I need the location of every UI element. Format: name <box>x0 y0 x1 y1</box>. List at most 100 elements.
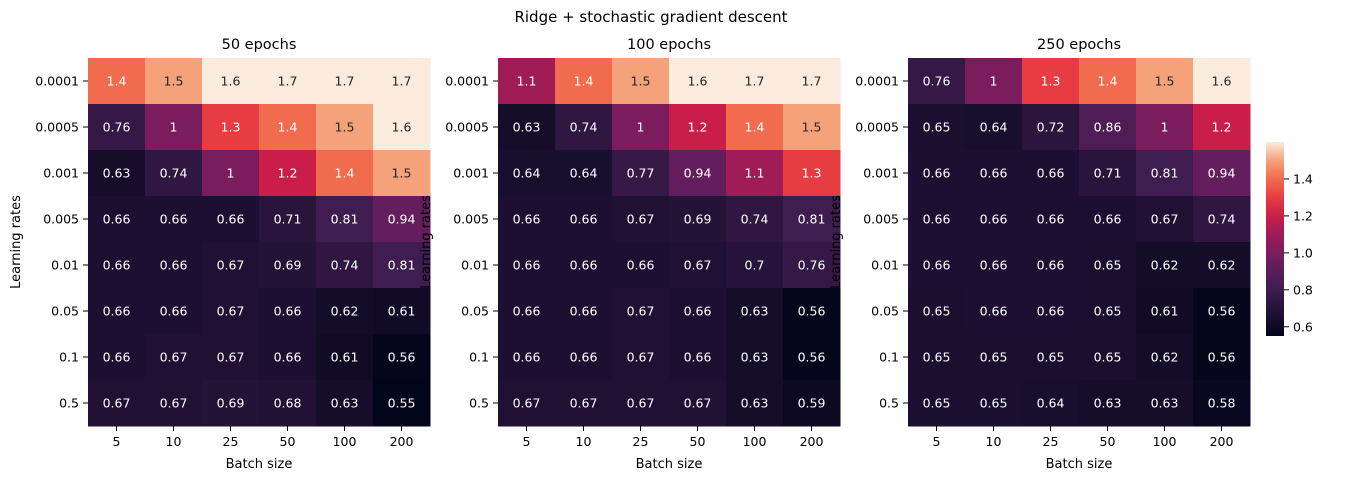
cell-value-label: 0.66 <box>1037 166 1065 181</box>
x-tick-label: 10 <box>166 434 182 449</box>
cell-value-label: 0.66 <box>980 212 1008 227</box>
cell-value-label: 0.64 <box>980 120 1008 135</box>
heatmap-cell <box>1022 334 1080 381</box>
colorbar-tick-label: 0.6 <box>1293 319 1313 334</box>
x-tick-label: 100 <box>1153 434 1177 449</box>
cell-value-label: 1 <box>1161 120 1169 135</box>
heatmap-cell <box>259 288 317 335</box>
cell-value-label: 1.2 <box>278 166 298 181</box>
y-tick-label: 0.0001 <box>855 74 899 89</box>
heatmap-cell <box>783 104 841 151</box>
heatmap-cell <box>783 334 841 381</box>
heatmap-cell <box>1193 380 1251 427</box>
heatmap-cell <box>908 380 966 427</box>
heatmap-cell <box>202 104 260 151</box>
heatmap-cell <box>908 58 966 105</box>
cell-value-label: 0.76 <box>798 258 826 273</box>
cell-value-label: 0.74 <box>741 212 769 227</box>
cell-value-label: 1.5 <box>392 166 412 181</box>
heatmap-cell <box>612 288 670 335</box>
heatmap-cell <box>669 334 727 381</box>
x-tick-label: 200 <box>800 434 824 449</box>
cell-value-label: 0.61 <box>331 350 359 365</box>
cell-value-label: 0.66 <box>1037 304 1065 319</box>
heatmap-cell <box>1079 150 1137 197</box>
cell-value-label: 0.67 <box>160 396 188 411</box>
heatmap-cell <box>202 334 260 381</box>
y-tick-label: 0.05 <box>51 304 79 319</box>
y-tick-label: 0.01 <box>461 258 489 273</box>
cell-value-label: 1.3 <box>802 166 822 181</box>
y-tick-label: 0.0001 <box>445 74 489 89</box>
cell-value-label: 0.67 <box>684 258 712 273</box>
cell-value-label: 0.69 <box>684 212 712 227</box>
cell-value-label: 1.7 <box>278 74 298 89</box>
cell-value-label: 0.66 <box>513 212 541 227</box>
cell-value-label: 0.68 <box>274 396 302 411</box>
panel-title: 250 epochs <box>1037 37 1121 53</box>
cell-value-label: 0.76 <box>103 120 131 135</box>
heatmap-cell <box>965 288 1023 335</box>
cell-value-label: 0.65 <box>923 120 951 135</box>
cell-value-label: 0.69 <box>274 258 302 273</box>
cell-value-label: 0.74 <box>160 166 188 181</box>
y-tick-label: 0.1 <box>879 350 899 365</box>
cell-value-label: 0.66 <box>513 350 541 365</box>
heatmap-cell <box>373 242 431 289</box>
cell-value-label: 0.66 <box>103 304 131 319</box>
heatmap-cell <box>1193 334 1251 381</box>
cell-value-label: 0.66 <box>684 350 712 365</box>
cell-value-label: 1.5 <box>1155 74 1175 89</box>
cell-value-label: 0.67 <box>627 350 655 365</box>
heatmap-cell <box>1136 196 1194 243</box>
cell-value-label: 0.65 <box>980 396 1008 411</box>
y-tick-label: 0.0005 <box>855 120 899 135</box>
heatmap-cell <box>1079 104 1137 151</box>
heatmap-cell <box>373 150 431 197</box>
cell-value-label: 0.65 <box>923 350 951 365</box>
y-tick-label: 0.0005 <box>35 120 79 135</box>
y-tick-label: 0.005 <box>43 212 79 227</box>
heatmap-cell <box>726 58 784 105</box>
heatmap-cell <box>612 58 670 105</box>
cell-value-label: 0.66 <box>103 212 131 227</box>
heatmap-cell <box>783 196 841 243</box>
heatmap-cell <box>783 242 841 289</box>
cell-value-label: 0.56 <box>798 304 826 319</box>
heatmap-cell <box>726 150 784 197</box>
heatmap-cell <box>498 150 556 197</box>
cell-value-label: 0.66 <box>627 258 655 273</box>
cell-value-label: 1.5 <box>631 74 651 89</box>
heatmap-cell <box>1136 150 1194 197</box>
cell-value-label: 0.74 <box>570 120 598 135</box>
y-tick-label: 0.0001 <box>35 74 79 89</box>
colorbar-tick-label: 1.2 <box>1293 208 1313 223</box>
cell-value-label: 0.66 <box>923 212 951 227</box>
cell-value-label: 1.6 <box>221 74 241 89</box>
y-tick-label: 0.005 <box>863 212 899 227</box>
cell-value-label: 0.62 <box>1151 350 1179 365</box>
y-tick-label: 0.01 <box>871 258 899 273</box>
heatmap-cell <box>259 334 317 381</box>
heatmap-cell <box>726 104 784 151</box>
heatmap-cell <box>669 288 727 335</box>
cell-value-label: 0.63 <box>741 350 769 365</box>
heatmap-cell <box>783 380 841 427</box>
heatmap-cell <box>1022 150 1080 197</box>
x-tick-label: 100 <box>743 434 767 449</box>
cell-value-label: 0.67 <box>570 396 598 411</box>
cell-value-label: 0.66 <box>103 350 131 365</box>
cell-value-label: 0.67 <box>627 304 655 319</box>
cell-value-label: 0.63 <box>741 396 769 411</box>
heatmap-cell <box>316 150 374 197</box>
cell-value-label: 1 <box>227 166 235 181</box>
heatmap-cell <box>373 288 431 335</box>
heatmap-cell <box>316 380 374 427</box>
cell-value-label: 0.67 <box>627 396 655 411</box>
heatmap-cell <box>202 58 260 105</box>
x-tick-label: 5 <box>933 434 941 449</box>
heatmap-cell <box>498 334 556 381</box>
heatmap-cell <box>145 334 203 381</box>
cell-value-label: 0.66 <box>570 258 598 273</box>
cell-value-label: 0.67 <box>513 396 541 411</box>
